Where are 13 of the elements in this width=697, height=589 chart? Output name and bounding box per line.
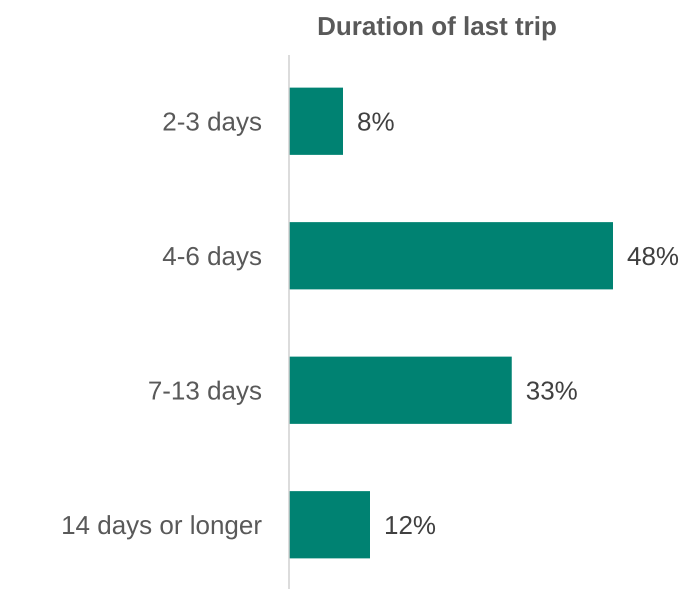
bar [289,222,613,290]
bar [289,491,370,558]
y-tick-label: 2-3 days [162,106,262,136]
data-label: 33% [526,375,578,406]
bar [289,88,343,155]
y-tick-label: 7-13 days [148,375,262,406]
data-label: 48% [627,240,680,271]
data-label: 8% [357,106,395,136]
data-label: 12% [384,510,436,540]
chart-title: Duration of last trip [317,11,557,41]
bar [289,356,512,424]
y-tick-label: 4-6 days [162,240,262,271]
y-tick-label: 14 days or longer [61,510,262,540]
